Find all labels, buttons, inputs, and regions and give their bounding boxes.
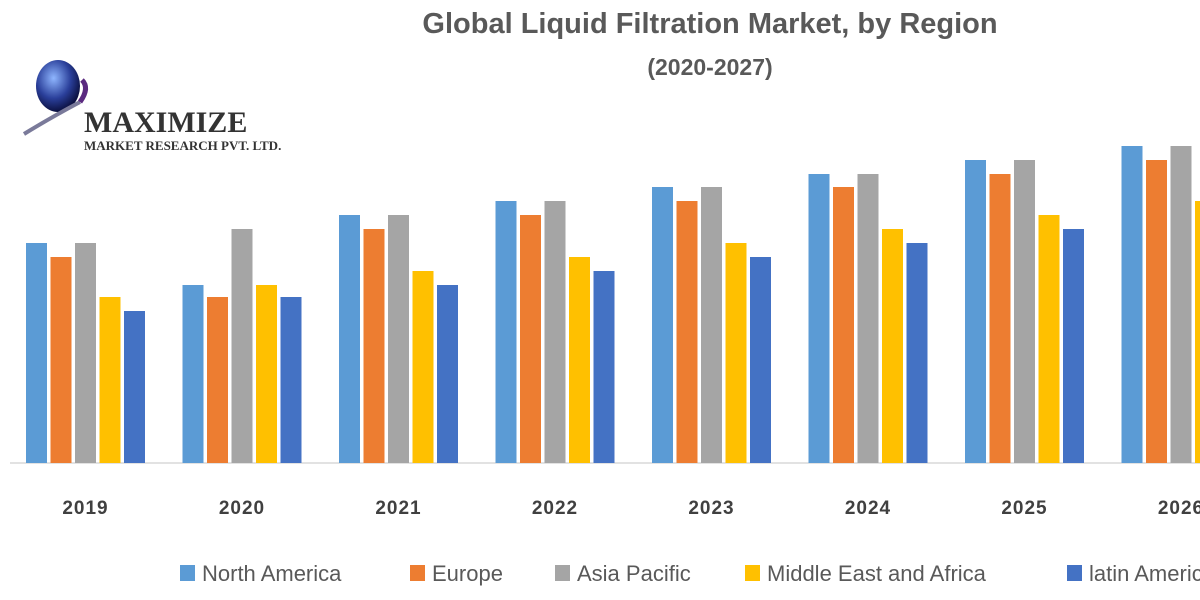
bar-2025-europe [989, 174, 1011, 463]
bar-2020-europe [207, 297, 228, 463]
x-tick-label: 2021 [375, 498, 421, 519]
bar-2019-north-america [26, 243, 47, 463]
x-tick-label: 2025 [1001, 498, 1047, 519]
bar-2024-asia-pacific [857, 174, 879, 463]
bar-2025-middle-east-and-africa [1038, 215, 1060, 463]
bar-2026-middle-east-and-africa [1195, 201, 1200, 463]
bar-2026-north-america [1121, 146, 1143, 463]
bar-2025-north-america [965, 160, 986, 463]
legend-swatch [1067, 565, 1082, 581]
legend-label: latin America [1089, 561, 1200, 586]
globe-icon [22, 60, 88, 136]
bar-2021-north-america [339, 215, 360, 463]
x-tick-label: 2019 [62, 498, 108, 519]
bar-2023-north-america [652, 187, 673, 463]
legend-swatch [180, 565, 195, 581]
bar-2025-asia-pacific [1014, 160, 1035, 463]
bar-2024-europe [833, 187, 854, 463]
bar-2026-asia-pacific [1170, 146, 1192, 463]
chart-subtitle: (2020-2027) [647, 54, 773, 80]
legend-label: Middle East and Africa [767, 561, 987, 586]
bar-2022-europe [520, 215, 541, 463]
company-logo: MAXIMIZE MARKET RESEARCH PVT. LTD. [20, 58, 320, 158]
legend-swatch [555, 565, 570, 581]
bar-2020-middle-east-and-africa [256, 285, 277, 463]
legend-swatch [745, 565, 760, 581]
bar-2024-middle-east-and-africa [882, 229, 903, 463]
bar-2023-europe [676, 201, 698, 463]
x-tick-label: 2022 [532, 498, 578, 519]
bar-2022-north-america [495, 201, 517, 463]
legend-label: Asia Pacific [577, 561, 691, 586]
bar-2021-latin-america [437, 285, 458, 463]
bar-2023-latin-america [750, 257, 771, 463]
legend-swatch [410, 565, 425, 581]
bar-2021-middle-east-and-africa [412, 271, 434, 463]
logo-subtitle: MARKET RESEARCH PVT. LTD. [84, 138, 282, 153]
bar-2024-latin-america [906, 243, 928, 463]
x-tick-label: 2026 [1158, 498, 1200, 519]
bar-2022-middle-east-and-africa [569, 257, 590, 463]
bar-2023-middle-east-and-africa [725, 243, 747, 463]
bar-2020-north-america [182, 285, 204, 463]
legend-label: North America [202, 561, 342, 586]
bar-2019-middle-east-and-africa [99, 297, 121, 463]
bar-2024-north-america [808, 174, 830, 463]
bar-2019-europe [50, 257, 72, 463]
x-tick-label: 2020 [219, 498, 265, 519]
bar-2021-asia-pacific [388, 215, 409, 463]
bar-2026-europe [1146, 160, 1167, 463]
bar-2020-asia-pacific [231, 229, 253, 463]
x-tick-label: 2023 [688, 498, 734, 519]
logo-name: MAXIMIZE [84, 106, 248, 139]
bar-2022-asia-pacific [544, 201, 566, 463]
x-tick-label: 2024 [845, 498, 891, 519]
bar-2025-latin-america [1063, 229, 1084, 463]
chart-title: Global Liquid Filtration Market, by Regi… [422, 8, 998, 40]
bar-2019-latin-america [124, 311, 145, 463]
bar-2021-europe [363, 229, 385, 463]
bar-2023-asia-pacific [701, 187, 722, 463]
bar-2022-latin-america [593, 271, 615, 463]
legend-label: Europe [432, 561, 503, 586]
bar-2020-latin-america [280, 297, 302, 463]
bar-2019-asia-pacific [75, 243, 96, 463]
